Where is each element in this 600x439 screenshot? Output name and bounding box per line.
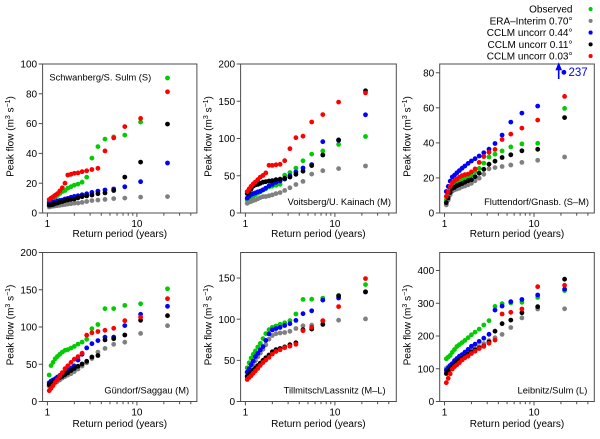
svg-text:100: 100	[218, 315, 235, 326]
svg-text:Peak flow (m3 s−1): Peak flow (m3 s−1)	[5, 96, 17, 177]
svg-text:50: 50	[224, 171, 236, 182]
svg-text:CCLM uncorr 0.44°: CCLM uncorr 0.44°	[487, 28, 573, 39]
svg-text:80: 80	[26, 89, 38, 100]
svg-text:1: 1	[45, 408, 51, 419]
svg-text:Fluttendorf/Gnasb. (S–M): Fluttendorf/Gnasb. (S–M)	[484, 197, 589, 207]
svg-text:1: 1	[442, 219, 448, 230]
svg-text:0: 0	[230, 209, 236, 220]
svg-text:Tillmitsch/Lassnitz (M–L): Tillmitsch/Lassnitz (M–L)	[284, 386, 386, 396]
svg-text:0: 0	[32, 209, 38, 220]
svg-text:Voitsberg/U. Kainach (M): Voitsberg/U. Kainach (M)	[288, 197, 391, 207]
svg-text:Observed: Observed	[529, 5, 572, 16]
svg-text:150: 150	[218, 97, 235, 108]
svg-text:0: 0	[429, 209, 435, 220]
svg-text:100: 100	[20, 60, 37, 71]
svg-text:100: 100	[218, 134, 235, 145]
svg-text:60: 60	[26, 119, 38, 130]
svg-text:100: 100	[20, 323, 37, 334]
svg-text:200: 200	[218, 60, 235, 71]
svg-text:10: 10	[131, 219, 143, 230]
svg-text:200: 200	[418, 332, 435, 343]
svg-text:Schwanberg/S. Sulm (S): Schwanberg/S. Sulm (S)	[49, 73, 151, 83]
svg-text:Gündorf/Saggau (M): Gündorf/Saggau (M)	[104, 386, 189, 396]
svg-text:400: 400	[418, 266, 435, 277]
svg-text:Peak flow (m3 s−1): Peak flow (m3 s−1)	[203, 285, 215, 366]
svg-text:1: 1	[45, 219, 51, 230]
svg-text:40: 40	[423, 139, 435, 150]
svg-text:Return period (years): Return period (years)	[73, 229, 167, 240]
svg-text:10: 10	[528, 408, 540, 419]
svg-text:10: 10	[131, 408, 143, 419]
svg-text:Return period (years): Return period (years)	[73, 419, 167, 430]
svg-text:10: 10	[329, 219, 341, 230]
svg-text:0: 0	[32, 397, 38, 408]
svg-text:10: 10	[329, 408, 341, 419]
svg-text:80: 80	[423, 68, 435, 79]
svg-text:Return period (years): Return period (years)	[271, 419, 365, 430]
svg-text:Return period (years): Return period (years)	[271, 229, 365, 240]
svg-text:40: 40	[26, 149, 38, 160]
svg-text:1: 1	[243, 219, 249, 230]
svg-text:50: 50	[224, 356, 236, 367]
svg-text:Return period (years): Return period (years)	[470, 419, 564, 430]
svg-text:20: 20	[423, 174, 435, 185]
svg-text:0: 0	[230, 397, 236, 408]
svg-text:Peak flow (m3 s−1): Peak flow (m3 s−1)	[5, 285, 17, 366]
svg-text:150: 150	[20, 285, 37, 296]
svg-text:ERA–Interim 0.70°: ERA–Interim 0.70°	[490, 17, 573, 28]
svg-text:50: 50	[26, 360, 38, 371]
svg-text:300: 300	[418, 299, 435, 310]
svg-text:60: 60	[423, 103, 435, 114]
svg-text:Leibnitz/Sulm (L): Leibnitz/Sulm (L)	[518, 386, 588, 396]
svg-text:237: 237	[569, 67, 588, 79]
svg-text:Peak flow (m3 s−1): Peak flow (m3 s−1)	[402, 96, 414, 177]
svg-text:150: 150	[218, 274, 235, 285]
svg-text:Peak flow (m3 s−1): Peak flow (m3 s−1)	[203, 96, 215, 177]
svg-text:1: 1	[243, 408, 249, 419]
svg-text:0: 0	[429, 397, 435, 408]
svg-text:Return period (years): Return period (years)	[470, 229, 564, 240]
svg-text:10: 10	[528, 219, 540, 230]
svg-text:200: 200	[20, 248, 37, 259]
svg-text:CCLM uncorr 0.03°: CCLM uncorr 0.03°	[487, 52, 573, 63]
svg-text:100: 100	[418, 364, 435, 375]
svg-text:CCLM uncorr 0.11°: CCLM uncorr 0.11°	[488, 40, 573, 51]
svg-text:Peak flow (m3 s−1): Peak flow (m3 s−1)	[402, 285, 414, 366]
svg-text:1: 1	[442, 408, 448, 419]
svg-text:20: 20	[26, 179, 38, 190]
